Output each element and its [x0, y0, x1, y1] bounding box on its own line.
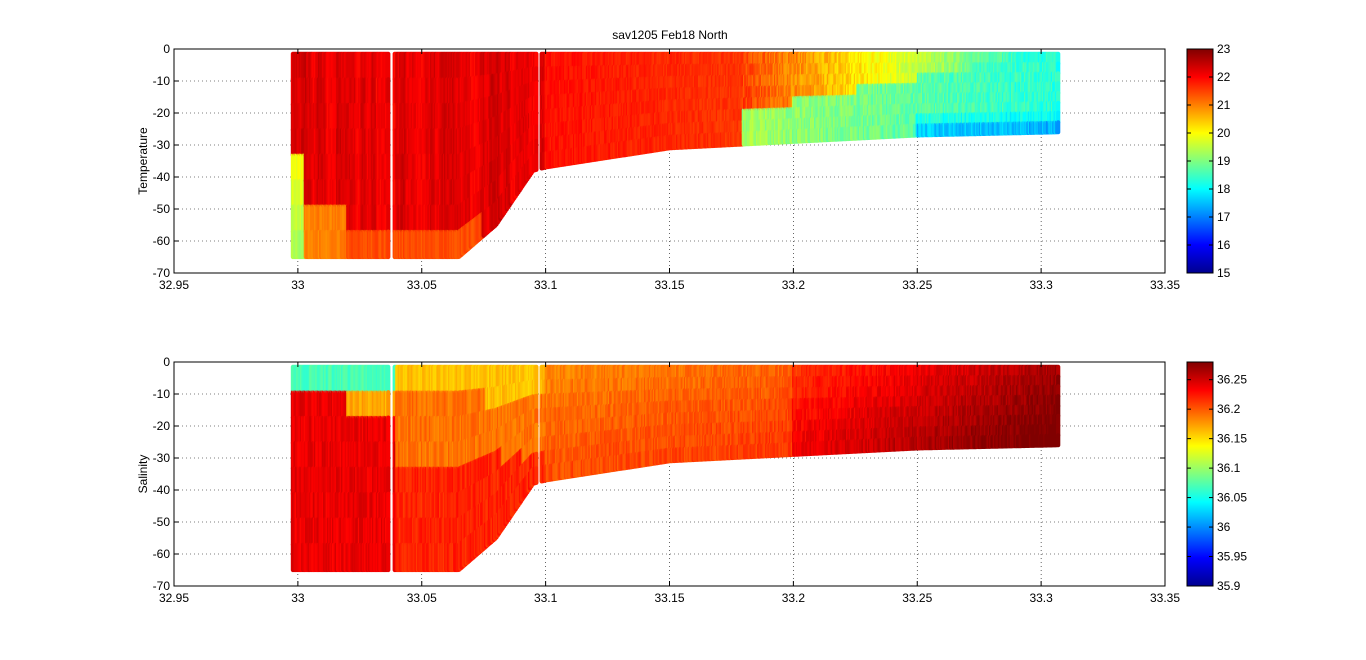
data-points	[290, 51, 1061, 260]
x-tick-label: 33.3	[1029, 278, 1053, 292]
colorbar-tick-label: 20	[1217, 126, 1231, 140]
x-tick-label: 33.2	[782, 278, 806, 292]
x-tick-label: 33.15	[654, 278, 684, 292]
colorbar-tick-label: 17	[1217, 210, 1231, 224]
x-tick-label: 33.25	[902, 278, 932, 292]
y-tick-label: -70	[153, 266, 171, 280]
colorbar-tick-label: 21	[1217, 98, 1231, 112]
y-tick-label: -50	[153, 202, 171, 216]
colorbar-tick-label: 19	[1217, 154, 1231, 168]
colorbar-tick-label: 16	[1217, 238, 1231, 252]
y-axis-label: Temperature	[136, 127, 150, 195]
colorbar-tick-label: 23	[1217, 42, 1231, 56]
colorbar-tick-label: 15	[1217, 266, 1231, 280]
salinity-panel: 32.95 33 33.05 33.1 33.15 33.2 33.25 33.3 33.350…	[136, 355, 1247, 605]
y-tick-label: -20	[153, 106, 171, 120]
y-tick-label: 0	[163, 42, 170, 56]
x-tick-label: 33	[291, 278, 305, 292]
y-tick-label: -10	[153, 74, 171, 88]
y-tick-label: -60	[153, 234, 171, 248]
colorbar	[1187, 49, 1213, 273]
temperature-panel: 32.95 33 33.05 33.1 33.15 33.2 33.25 33.3 33.35 0…	[136, 42, 1231, 292]
x-tick-label: 33.35	[1150, 278, 1180, 292]
colorbar-tick-label: 18	[1217, 182, 1231, 196]
y-tick-label: -40	[153, 170, 171, 184]
y-tick-label: -30	[153, 138, 171, 152]
x-tick-label: 33.05	[407, 278, 437, 292]
colorbar-tick-label: 22	[1217, 70, 1231, 84]
x-tick-label: 32.95	[159, 278, 189, 292]
x-tick-label: 33.1	[534, 278, 558, 292]
data-points	[290, 364, 1061, 573]
chart-title: sav1205 Feb18 North	[612, 28, 727, 42]
